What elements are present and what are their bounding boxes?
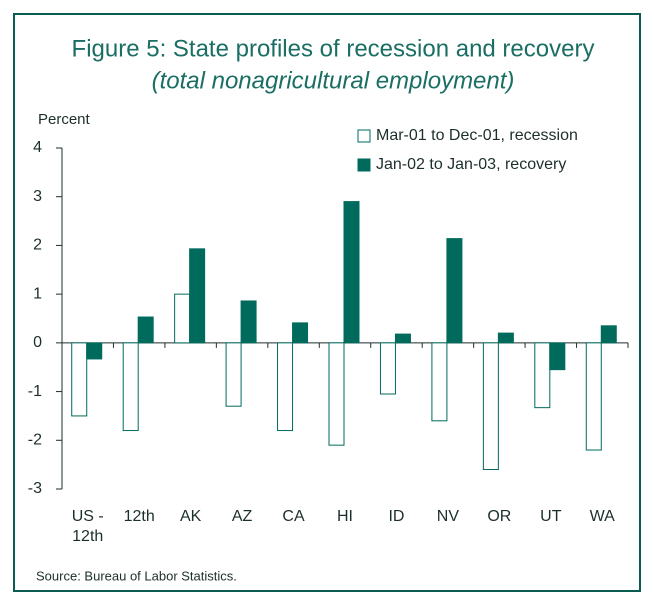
bar	[122, 342, 139, 432]
bar	[277, 342, 294, 432]
legend-swatch	[357, 129, 371, 143]
bar	[497, 332, 514, 344]
y-axis-label: Percent	[38, 111, 91, 128]
bar	[225, 342, 242, 407]
x-tick-label: CA	[282, 508, 305, 525]
bar	[328, 342, 345, 446]
x-tick-label: OR	[487, 508, 512, 525]
y-tick-label: -1	[28, 383, 42, 400]
source-note: Source: Bureau of Labor Statistics.	[36, 568, 237, 583]
x-tick-label: AZ	[231, 508, 253, 525]
bar	[534, 342, 551, 409]
x-tick-label: WA	[589, 508, 615, 525]
bar	[585, 342, 602, 451]
y-tick-label: 4	[33, 139, 42, 156]
x-tick-label: 12th	[123, 508, 155, 525]
x-tick-label: HI	[337, 508, 353, 525]
bar	[86, 342, 103, 360]
y-tick-label: -3	[28, 480, 42, 497]
chart-subtitle: (total nonagricultural employment)	[152, 67, 515, 94]
bar	[174, 293, 191, 344]
bar	[600, 325, 617, 344]
chart-title: Figure 5: State profiles of recession an…	[72, 35, 595, 62]
x-tick-label: ID	[388, 508, 405, 525]
bar	[240, 300, 257, 344]
frame	[13, 13, 641, 592]
y-tick-label: 0	[33, 334, 42, 351]
y-tick-label: 1	[33, 285, 42, 302]
bar	[446, 238, 463, 344]
bar	[343, 201, 360, 344]
legend-swatch	[357, 158, 371, 172]
x-tick-label: NV	[436, 508, 460, 525]
bar	[482, 342, 499, 471]
bar	[71, 342, 88, 417]
y-tick-label: 2	[33, 237, 42, 254]
x-tick-label: UT	[540, 508, 562, 525]
x-tick-label: US - 12th	[71, 508, 104, 545]
bar	[189, 248, 206, 344]
x-tick-label: AK	[179, 508, 202, 525]
y-tick-label: 3	[33, 188, 42, 205]
bar	[394, 333, 411, 344]
legend-label: Mar-01 to Dec-01, recession	[376, 127, 578, 144]
bar	[431, 342, 448, 422]
y-tick-label: -2	[28, 432, 42, 449]
bar	[292, 322, 309, 344]
legend-label: Jan-02 to Jan-03, recovery	[376, 156, 566, 173]
bar	[379, 342, 396, 395]
bar	[137, 316, 154, 344]
bar	[549, 342, 566, 371]
